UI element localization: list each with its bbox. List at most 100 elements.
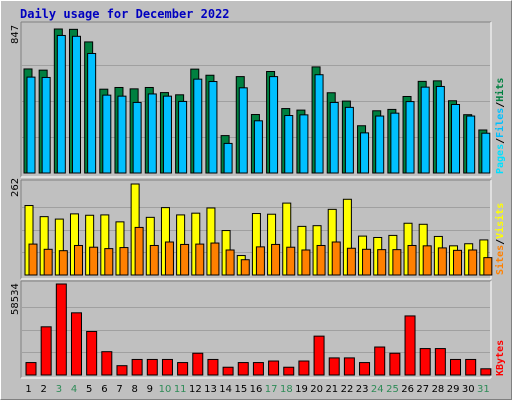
sites-bar [468,249,478,276]
kbytes-bar [222,366,234,376]
kbytes-bar [434,348,446,376]
kbytes-bar [374,346,386,376]
files-bar [71,35,81,174]
kbytes-bar [177,362,189,376]
day-label: 19 [295,384,308,395]
kbytes-bar [25,362,37,376]
side-label-part: / [495,138,506,144]
side-label-part: / [495,239,506,245]
visits-ymax-label: 262 [10,178,21,197]
kbytes-bar [328,357,340,376]
day-label: 3 [56,384,62,395]
sites-bar [149,244,159,276]
kbytes-bar [343,357,355,376]
sites-bar [362,248,372,276]
kbytes-bar [146,358,158,376]
files-bar [284,115,294,174]
kbytes-bar [161,358,173,376]
day-label: 4 [71,384,77,395]
files-bar [41,76,51,174]
side-label-part: KBytes [495,340,506,376]
sites-bar [255,246,265,276]
kbytes-bar [480,368,492,376]
visits-side-label: Sites/Visits [494,203,506,275]
files-bar [451,103,461,174]
files-bar [102,94,112,174]
sites-bar [134,226,144,276]
files-bar [87,52,97,174]
sites-bar [225,249,235,276]
sites-bar [301,249,311,276]
sites-bar [316,244,326,276]
kbytes-bar [40,326,52,376]
hits-side-label: Pages/Files/Hits [494,78,506,174]
files-bar [299,114,309,174]
files-bar [390,112,400,174]
sites-bar [89,246,99,276]
side-label-part: Pages [495,144,506,174]
files-bar [435,85,445,174]
side-label-part: Visits [494,203,506,239]
files-bar [193,78,203,174]
day-label: 11 [174,384,187,395]
chart-title: Daily usage for December 2022 [20,7,230,21]
kbytes-bar [268,360,280,376]
day-label: 24 [371,384,384,395]
kbytes-bar [70,312,82,376]
side-label-part: Sites [494,245,506,275]
files-bar [208,81,218,174]
kbytes-bar [252,362,264,376]
day-label: 23 [356,384,369,395]
sites-bar [73,244,83,276]
files-bar [178,100,188,174]
day-label: 7 [116,384,122,395]
day-label: 17 [265,384,278,395]
sites-bar [422,245,432,276]
sites-bar [28,243,38,276]
day-label: 26 [401,384,414,395]
kbytes-bar [192,352,204,376]
day-label: 9 [147,384,153,395]
day-label: 8 [132,384,138,395]
day-label: 20 [310,384,323,395]
kbytes-bar [450,358,462,376]
sites-bar [271,243,281,276]
day-label: 10 [159,384,172,395]
day-label: 29 [447,384,460,395]
files-bar [314,74,324,174]
kbytes-bar [55,283,67,376]
kbytes-bar [237,362,249,376]
day-label: 27 [416,384,429,395]
kbytes-side-label: KBytes [495,340,506,376]
day-label: 22 [341,384,354,395]
sites-bar [437,247,447,276]
sites-bar [104,248,114,276]
files-bar [481,132,491,174]
sites-bar [286,246,296,276]
day-label: 31 [477,384,490,395]
files-bar [223,142,233,174]
sites-bar [331,241,341,276]
sites-bar [377,249,387,276]
kbytes-bar [313,335,325,376]
sites-bar [164,241,174,276]
hits-ymax-label: 847 [10,25,21,44]
day-label: 14 [219,384,232,395]
files-bar [466,115,476,174]
files-bar [26,76,36,174]
day-label: 1 [25,384,31,395]
files-bar [329,101,339,174]
kbytes-bar [298,360,310,376]
day-label: 2 [41,384,47,395]
kbytes-bar [359,362,371,376]
files-bar [360,132,370,174]
kbytes-bar [207,358,219,376]
files-bar [344,106,354,174]
side-label-part: Hits [494,78,506,102]
files-bar [147,93,157,174]
files-bar [420,86,430,174]
sites-bar [240,259,250,276]
day-label: 21 [325,384,338,395]
files-bar [269,76,279,174]
sites-bar [119,247,129,276]
